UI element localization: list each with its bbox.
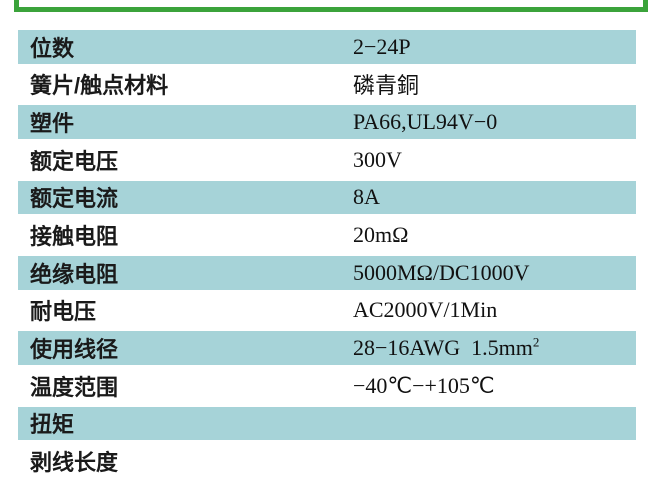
row-band — [18, 331, 636, 365]
spec-row: 扭矩 — [0, 405, 650, 443]
spec-value-text: PA66,UL94V−0 — [353, 109, 498, 135]
spec-label: 耐电压 — [30, 299, 97, 325]
spec-label: 扭矩 — [30, 412, 75, 438]
spec-value-text: 磷青銅 — [353, 73, 420, 99]
spec-value: 2−24P — [353, 34, 411, 60]
spec-label: 塑件 — [30, 111, 75, 137]
spec-value: −40℃−+105℃ — [353, 373, 495, 399]
spec-value-text: AC2000V/1Min — [353, 297, 498, 323]
spec-value: 8A — [353, 184, 380, 210]
spec-row: 剥线长度 — [0, 442, 650, 480]
spec-row: 额定电压 300V — [0, 141, 650, 179]
spec-value-text: 20mΩ — [353, 222, 409, 248]
spec-label: 使用线径 — [30, 337, 119, 363]
spec-value: AC2000V/1Min — [353, 297, 497, 323]
spec-value-text: 8A — [353, 184, 380, 210]
spec-row: 温度范围 −40℃−+105℃ — [0, 367, 650, 405]
spec-row: 接触电阻 20mΩ — [0, 216, 650, 254]
green-frame — [14, 0, 648, 12]
spec-row: 耐电压 AC2000V/1Min — [0, 292, 650, 330]
spec-row: 额定电流 8A — [0, 179, 650, 217]
spec-row: 位数 2−24P — [0, 28, 650, 66]
spec-value: 300V — [353, 147, 402, 173]
spec-value: 20mΩ — [353, 222, 408, 248]
spec-value: 5000MΩ/DC1000V — [353, 260, 529, 286]
spec-value: PA66,UL94V−0 — [353, 109, 497, 135]
spec-value-text: −40℃−+105℃ — [353, 372, 495, 398]
spec-value-text: 300V — [353, 146, 402, 172]
value-superscript: 2 — [532, 334, 540, 350]
spec-value-text: 2−24P — [353, 33, 411, 59]
spec-label: 绝缘电阻 — [30, 261, 119, 287]
row-band — [18, 406, 636, 441]
row-band — [18, 255, 636, 290]
spec-label: 接触电阻 — [30, 224, 119, 250]
row-band — [18, 105, 636, 139]
spec-row: 使用线径 28−16AWG 1.5mm2 — [0, 329, 650, 367]
row-band — [18, 30, 636, 64]
spec-label: 位数 — [30, 35, 75, 61]
spec-label: 额定电压 — [30, 148, 119, 174]
spec-value: 28−16AWG 1.5mm2 — [353, 335, 539, 361]
spec-value: 磷青銅 — [353, 68, 419, 100]
spec-value-text: 28−16AWG 1.5mm — [353, 335, 533, 361]
spec-value-text: 5000MΩ/DC1000V — [353, 259, 530, 285]
spec-label: 簧片/触点材料 — [30, 73, 169, 99]
spec-row: 塑件 PA66,UL94V−0 — [0, 103, 650, 141]
spec-table: 位数 2−24P 簧片/触点材料 磷青銅 塑件 PA66,UL94V−0 额定电… — [0, 28, 650, 480]
spec-row: 簧片/触点材料 磷青銅 — [0, 66, 650, 104]
spec-label: 额定电流 — [30, 186, 119, 212]
spec-row: 绝缘电阻 5000MΩ/DC1000V — [0, 254, 650, 292]
spec-label: 温度范围 — [30, 374, 119, 400]
spec-label: 剥线长度 — [30, 450, 119, 476]
row-band — [18, 180, 636, 215]
